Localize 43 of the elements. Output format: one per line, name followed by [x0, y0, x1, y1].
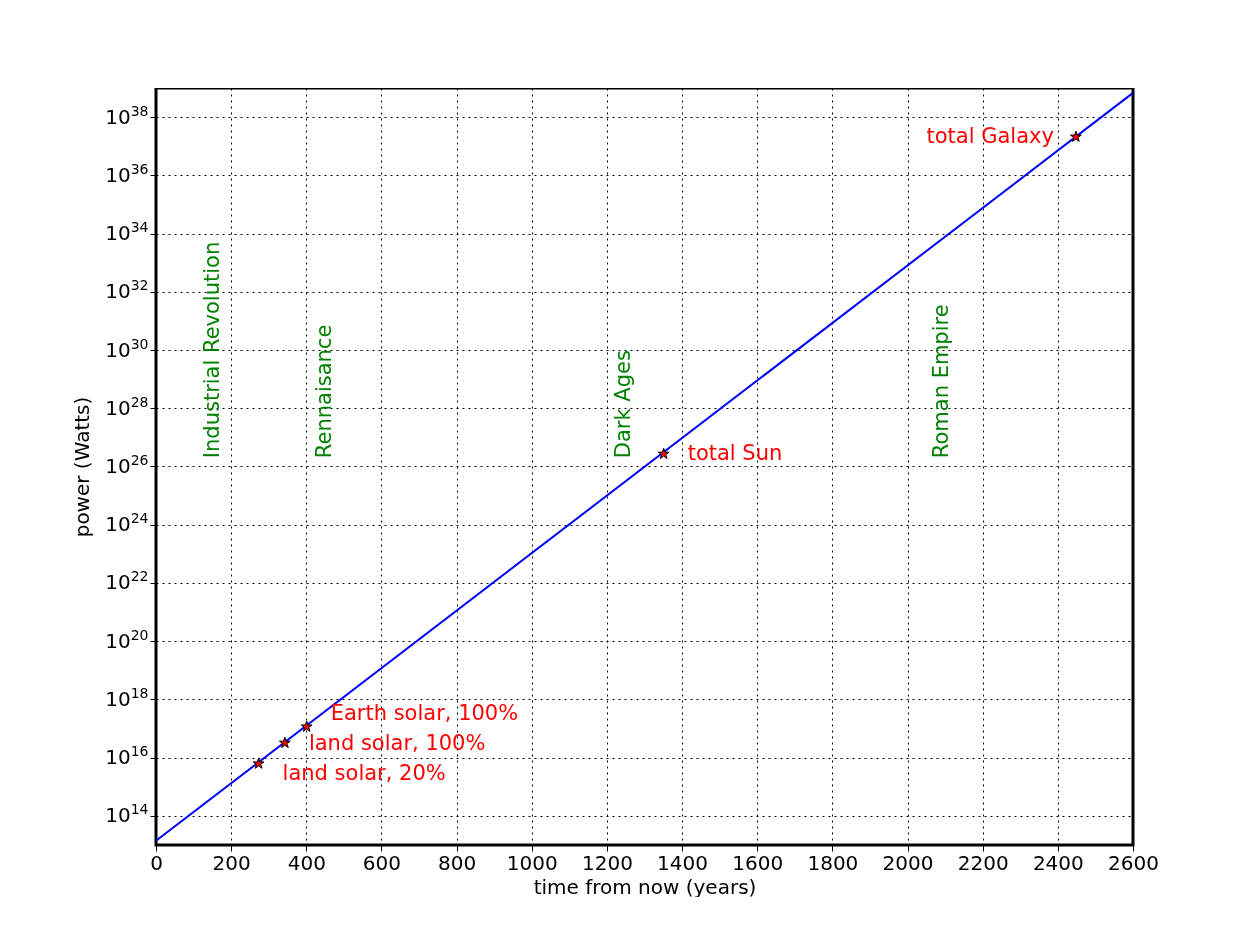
point	[1069, 130, 1082, 142]
x-tick-label: 1400	[657, 850, 709, 875]
y-tick-label: 10$^{24}$	[105, 510, 149, 537]
x-tick-label: 2200	[957, 850, 1009, 875]
y-tick-label: 10$^{32}$	[105, 277, 149, 304]
x-tick-label: 2600	[1108, 850, 1159, 875]
y-tick-label: 10$^{36}$	[105, 160, 149, 187]
annotation: land solar, 100%	[308, 731, 486, 756]
x-tick-label: 1000	[506, 850, 558, 875]
annotation: Dark Ages	[610, 350, 635, 459]
x-tick-label: 2400	[1032, 850, 1084, 875]
x-tick-label: 200	[212, 850, 251, 875]
point	[657, 447, 670, 460]
x-tick-label: 1800	[807, 850, 859, 875]
y-axis-title: power (Watts)	[70, 396, 95, 538]
y-tick-label: 10$^{18}$	[105, 684, 149, 711]
y-tick-label: 10$^{28}$	[105, 393, 149, 420]
point	[300, 720, 313, 732]
point	[278, 736, 291, 749]
x-tick-label: 600	[362, 850, 402, 875]
x-tick-label: 2000	[882, 850, 934, 875]
annotation: Rennaisance	[312, 324, 337, 459]
annotation: land solar, 20%	[282, 761, 446, 786]
x-tick-label: 800	[438, 850, 477, 875]
y-tick-label: 10$^{26}$	[105, 452, 149, 478]
y-tick-label: 10$^{30}$	[105, 335, 149, 362]
y-tick-label: 10$^{20}$	[105, 626, 149, 653]
annotation: Industrial Revolution	[199, 241, 224, 459]
y-tick-label: 10$^{16}$	[105, 743, 149, 770]
x-tick-label: 400	[287, 850, 326, 875]
x-tick-label: 1600	[732, 850, 784, 875]
y-tick-label: 10$^{38}$	[105, 102, 149, 129]
y-tick-label: 10$^{34}$	[105, 219, 149, 246]
x-tick-label: 0	[150, 850, 163, 875]
annotation: total Galaxy	[926, 123, 1054, 148]
annotation: total Sun	[687, 440, 783, 465]
x-axis-title: time from now (years)	[533, 874, 757, 899]
point	[252, 757, 265, 769]
y-tick-label: 10$^{14}$	[105, 801, 149, 828]
annotation: Roman Empire	[929, 304, 954, 459]
annotation: Earth solar, 100%	[330, 701, 519, 726]
y-tick-label: 10$^{22}$	[105, 568, 149, 595]
x-tick-label: 1200	[581, 850, 633, 875]
